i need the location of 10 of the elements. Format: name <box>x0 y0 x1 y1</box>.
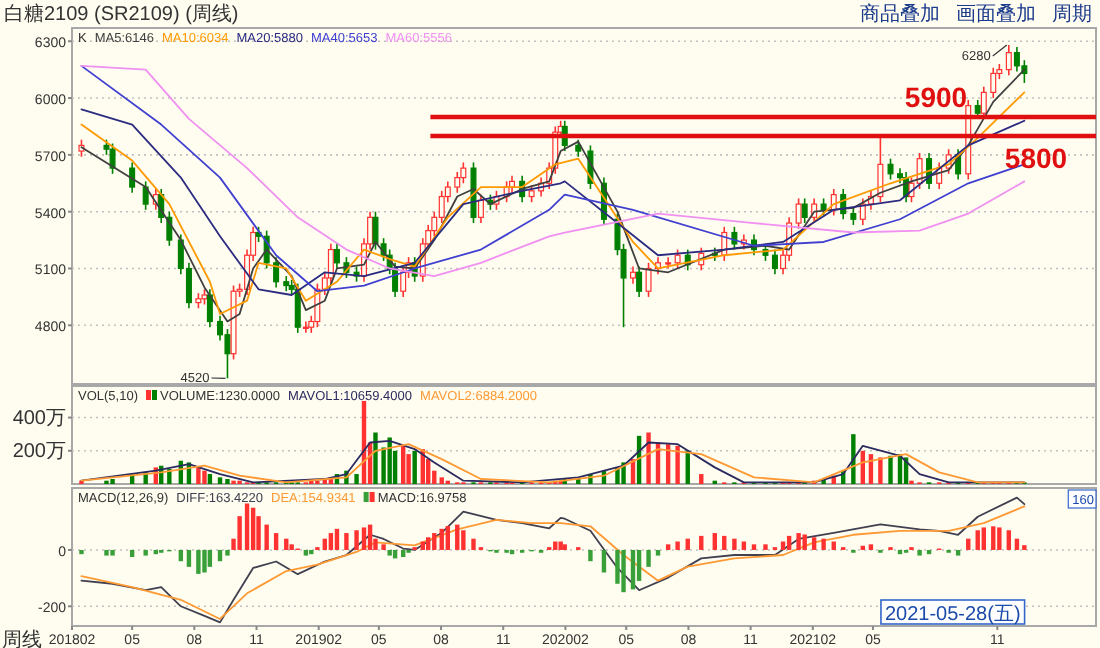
y-tick-label: 200万 <box>12 440 66 463</box>
ref-line-label: 5900 <box>904 81 968 113</box>
text: 画面叠加 <box>956 2 1036 26</box>
chart-title: 白糖2109 (SR2109) (周线) <box>4 2 239 26</box>
text: 周线 <box>2 628 42 648</box>
ref-line-label: 5800 <box>1004 141 1068 174</box>
text: 商品叠加 <box>860 2 940 26</box>
text: 周期 <box>1052 2 1092 26</box>
annotation: 2021-05-28(五) <box>884 604 1021 626</box>
y-tick-label: 400万 <box>12 407 66 430</box>
